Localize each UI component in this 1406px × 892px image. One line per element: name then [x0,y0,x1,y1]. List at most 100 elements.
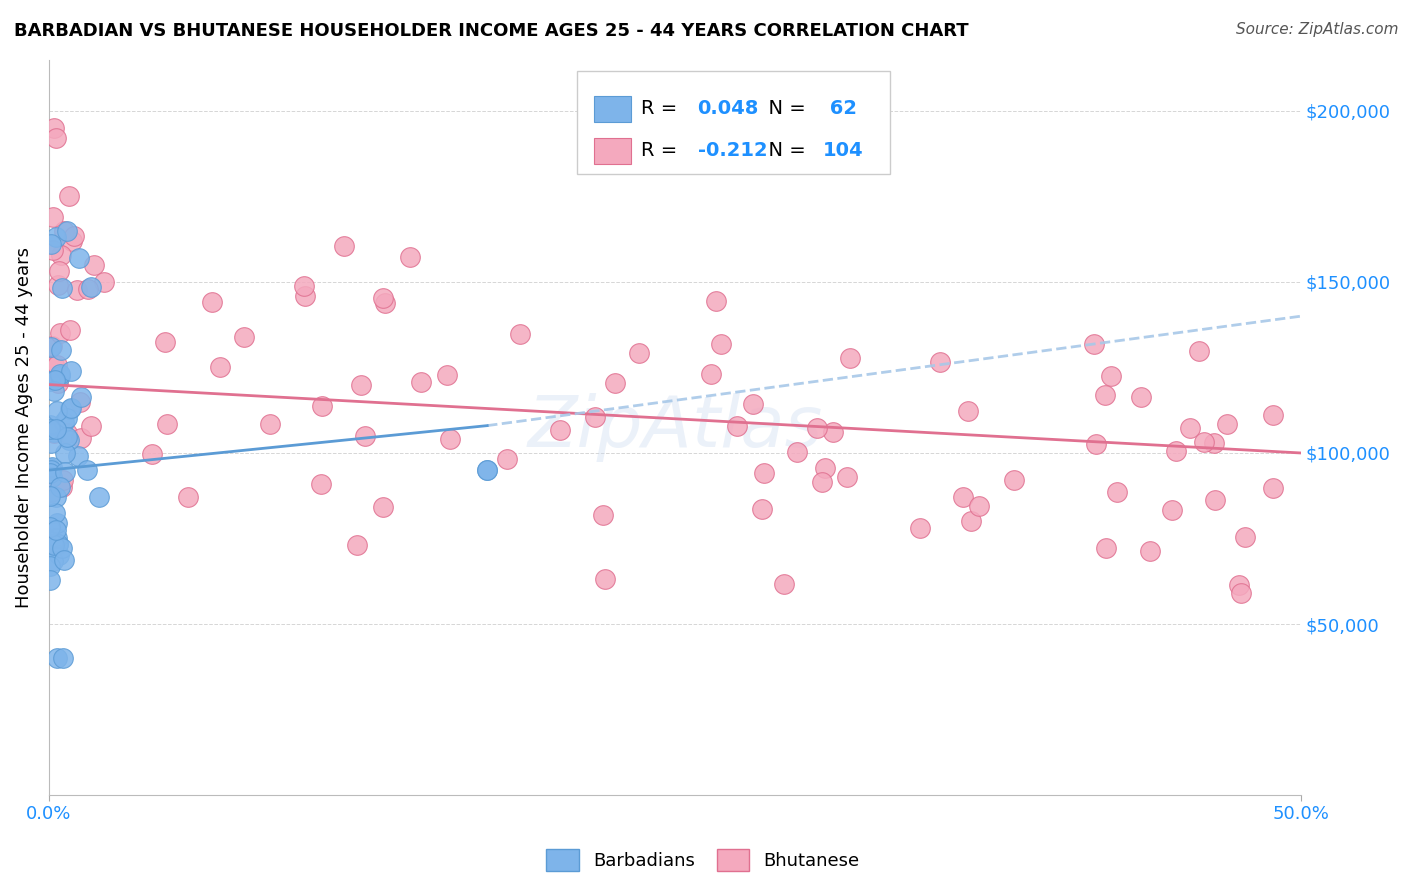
Point [725,419,748,434]
Point [59,323,82,337]
Point [952,490,974,504]
Point [93,275,115,289]
Point [1095,541,1118,555]
Point [48,549,70,563]
FancyBboxPatch shape [593,95,631,122]
Point [45,490,67,504]
Point [1161,503,1184,517]
Point [806,421,828,435]
Point [41,459,63,474]
Point [439,432,461,446]
Point [700,367,723,381]
Point [1002,473,1025,487]
Point [773,576,796,591]
Point [294,288,316,302]
Point [39,237,62,252]
Point [39,436,62,450]
Point [786,445,808,459]
Point [156,417,179,432]
Text: -0.212: -0.212 [697,141,768,161]
Point [51,281,73,295]
Point [70,390,93,404]
Point [53,224,76,238]
Point [51,343,73,358]
Point [48,368,70,383]
Point [45,523,67,537]
Point [371,291,394,305]
Point [1263,408,1285,422]
Point [710,337,733,351]
Point [58,189,80,203]
Point [1083,336,1105,351]
Point [209,359,232,374]
Point [1085,437,1108,451]
Point [1166,444,1188,458]
Point [837,470,859,484]
Text: Source: ZipAtlas.com: Source: ZipAtlas.com [1236,22,1399,37]
Point [46,651,69,665]
Point [41,339,63,353]
Point [928,355,950,369]
Point [350,378,373,392]
Point [1204,493,1226,508]
Point [42,121,65,136]
FancyBboxPatch shape [593,137,631,164]
Point [373,500,395,514]
Point [46,531,69,545]
Point [42,554,65,568]
Point [810,475,832,490]
Point [477,463,499,477]
Point [39,466,62,480]
Point [346,537,368,551]
Point [45,422,67,436]
Point [52,651,75,665]
Point [44,426,66,441]
Point [44,360,66,375]
Point [627,345,650,359]
Point [292,278,315,293]
Point [46,376,69,390]
Point [55,224,77,238]
Point [41,484,63,499]
Point [41,244,63,258]
Point [67,251,90,265]
Point [59,364,82,378]
Point [46,537,69,551]
Point [1094,387,1116,401]
Point [704,293,727,308]
Point [910,521,932,535]
Point [53,416,76,430]
Point [69,431,91,445]
Point [495,451,517,466]
Point [46,278,69,293]
Point [79,418,101,433]
Point [153,334,176,349]
Point [548,423,571,437]
Point [742,397,765,411]
Point [311,399,333,413]
Y-axis label: Householder Income Ages 25 - 44 years: Householder Income Ages 25 - 44 years [15,247,32,607]
Point [59,401,82,415]
Point [45,516,67,531]
Point [49,326,72,341]
Point [77,282,100,296]
Point [53,465,76,479]
Point [592,508,614,522]
Point [1139,544,1161,558]
Point [1227,578,1250,592]
Point [53,445,76,459]
Point [436,368,458,383]
Point [63,228,86,243]
Point [1216,417,1239,432]
Point [1105,485,1128,500]
Point [69,395,91,409]
Point [56,430,79,444]
Point [398,250,420,264]
Point [42,538,65,552]
Point [509,327,531,342]
Point [39,374,62,388]
Text: R =: R = [641,99,683,119]
Point [76,463,98,477]
Point [42,384,65,398]
Point [967,499,990,513]
